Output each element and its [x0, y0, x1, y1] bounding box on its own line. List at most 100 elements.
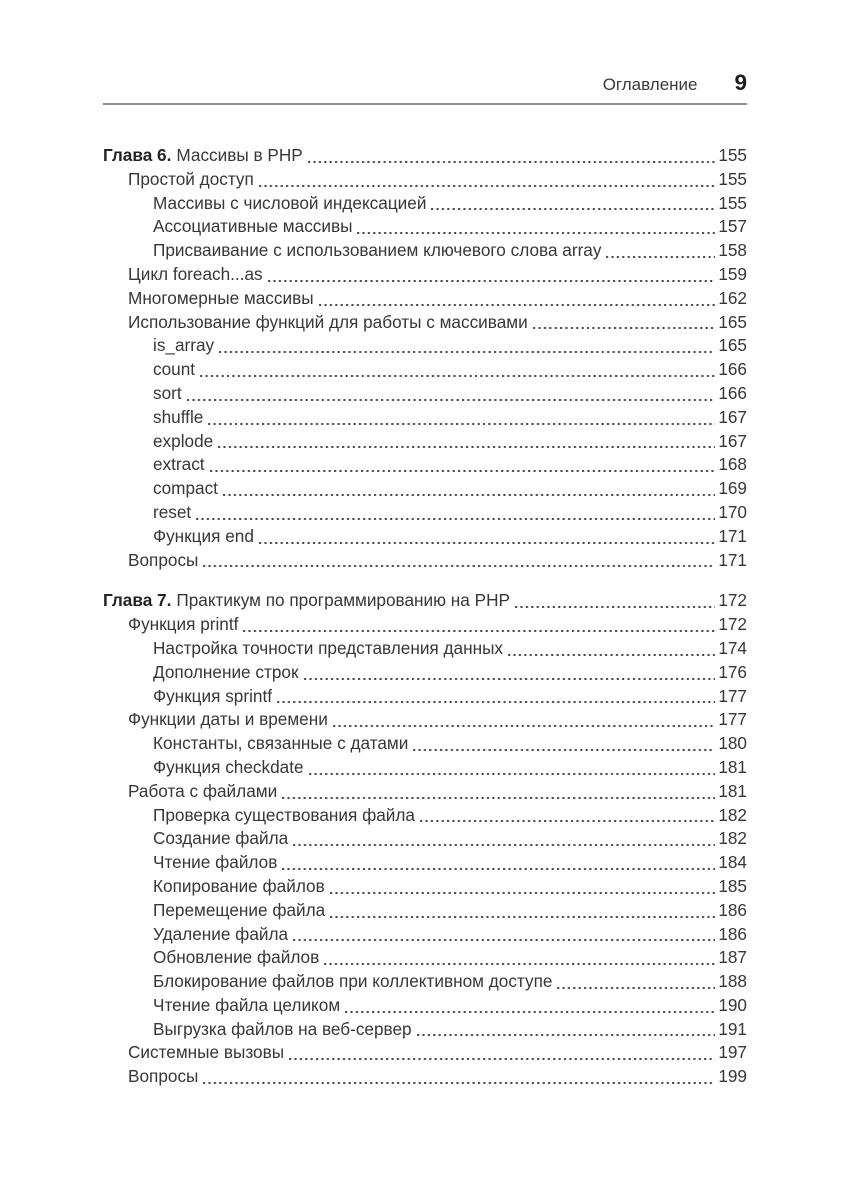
toc-entry-row: Функция checkdate 181: [103, 756, 747, 780]
entry-title: Выгрузка файлов на веб-сервер: [153, 1018, 412, 1039]
entry-page-number: 155: [718, 192, 747, 213]
dot-leader: [514, 606, 716, 609]
entry-page-number: 170: [718, 501, 747, 522]
entry-page-number: 158: [718, 240, 747, 261]
entry-page-number: 199: [718, 1066, 747, 1087]
dot-leader: [308, 772, 716, 775]
entry-page-number: 168: [718, 454, 747, 475]
dot-leader: [203, 1082, 716, 1085]
entry-title: Обновление файлов: [153, 947, 320, 968]
entry-page-number: 187: [718, 947, 747, 968]
toc-entry-row: Вопросы 171: [103, 549, 747, 573]
dot-leader: [307, 160, 716, 163]
entry-title: Функции даты и времени: [128, 709, 328, 730]
entry-page-number: 172: [718, 590, 747, 611]
toc-entry-row: Копирование файлов 185: [103, 875, 747, 899]
entry-page-number: 172: [718, 614, 747, 635]
toc-entry-row: Функция end 171: [103, 525, 747, 549]
dot-leader: [532, 327, 716, 330]
toc-entry-row: Массивы с числовой индексацией 155: [103, 192, 747, 216]
toc-entry-row: Использование функций для работы с масси…: [103, 311, 747, 335]
dot-leader: [508, 653, 716, 656]
dot-leader: [218, 446, 716, 449]
toc-entry-row: compact 169: [103, 477, 747, 501]
entry-title: reset: [153, 501, 192, 522]
entry-title: compact: [153, 478, 218, 499]
dot-leader: [258, 541, 716, 544]
page-number: 9: [734, 70, 747, 95]
toc-entry-row: count 166: [103, 358, 747, 382]
toc-entry-row: Простой доступ 155: [103, 168, 747, 192]
dot-leader: [329, 891, 716, 894]
dot-leader: [303, 677, 716, 680]
entry-title: count: [153, 359, 196, 380]
entry-page-number: 166: [718, 359, 747, 380]
toc-entry-row: Чтение файла целиком 190: [103, 994, 747, 1018]
entry-title: Блокирование файлов при коллективном дос…: [153, 971, 553, 992]
entry-title: explode: [153, 430, 214, 451]
toc-entry-row: reset 170: [103, 501, 747, 525]
entry-title: Функция printf: [128, 614, 239, 635]
toc-entry-row: Перемещение файла 186: [103, 899, 747, 923]
dot-leader: [209, 470, 716, 473]
entry-page-number: 182: [718, 828, 747, 849]
entry-title: Перемещение файла: [153, 899, 326, 920]
entry-page-number: 188: [718, 971, 747, 992]
toc-entry-row: sort 166: [103, 382, 747, 406]
entry-title: Копирование файлов: [153, 875, 325, 896]
page-header: Оглавление 9: [103, 70, 747, 96]
entry-title: Ассоциативные массивы: [153, 216, 353, 237]
dot-leader: [258, 184, 716, 187]
entry-page-number: 180: [718, 733, 747, 754]
dot-leader: [282, 796, 716, 799]
entry-page-number: 176: [718, 661, 747, 682]
toc-entry-row: Присваивание с использованием ключевого …: [103, 239, 747, 263]
entry-page-number: 190: [718, 994, 747, 1015]
entry-page-number: 171: [718, 549, 747, 570]
entry-title: is_array: [153, 335, 215, 356]
toc-entry-row: Выгрузка файлов на веб-сервер 191: [103, 1018, 747, 1042]
entry-title: Использование функций для работы с масси…: [128, 311, 528, 332]
entry-title: Вопросы: [128, 1066, 199, 1087]
entry-page-number: 157: [718, 216, 747, 237]
entry-page-number: 165: [718, 311, 747, 332]
toc-entry-row: Константы, связанные с датами 180: [103, 732, 747, 756]
toc-entry-row: explode 167: [103, 430, 747, 454]
entry-page-number: 177: [718, 709, 747, 730]
toc-entry-row: Создание файла 182: [103, 827, 747, 851]
dot-leader: [277, 701, 716, 704]
entry-page-number: 166: [718, 382, 747, 403]
dot-leader: [332, 725, 716, 728]
entry-page-number: 197: [718, 1042, 747, 1063]
entry-title: Массивы в PHP: [176, 145, 303, 165]
dot-leader: [219, 351, 716, 354]
toc-entry-row: is_array 165: [103, 334, 747, 358]
entry-title: Функция sprintf: [153, 685, 273, 706]
entry-page-number: 181: [718, 780, 747, 801]
entry-page-number: 155: [718, 145, 747, 165]
dot-leader: [200, 374, 716, 377]
running-title: Оглавление: [602, 75, 698, 94]
entry-title: Присваивание с использованием ключевого …: [153, 240, 602, 261]
dot-leader: [330, 915, 716, 918]
entry-title: Чтение файлов: [153, 852, 278, 873]
dot-leader: [293, 939, 716, 942]
entry-page-number: 191: [718, 1018, 747, 1039]
entry-page-number: 184: [718, 852, 747, 873]
dot-leader: [196, 517, 716, 520]
entry-title: shuffle: [153, 406, 204, 427]
entry-page-number: 185: [718, 875, 747, 896]
toc-entry-row: Чтение файлов 184: [103, 851, 747, 875]
entry-title: Настройка точности представления данных: [153, 637, 504, 658]
entry-title: Системные вызовы: [128, 1042, 285, 1063]
dot-leader: [203, 565, 716, 568]
dot-leader: [222, 493, 716, 496]
toc-entry-row: shuffle 167: [103, 406, 747, 430]
dot-leader: [413, 748, 716, 751]
header-rule: [103, 103, 747, 105]
entry-page-number: 181: [718, 756, 747, 777]
toc-entry-row: Дополнение строк 176: [103, 661, 747, 685]
toc-entry-row: Системные вызовы 197: [103, 1041, 747, 1065]
toc-entry-row: Работа с файлами 181: [103, 780, 747, 804]
